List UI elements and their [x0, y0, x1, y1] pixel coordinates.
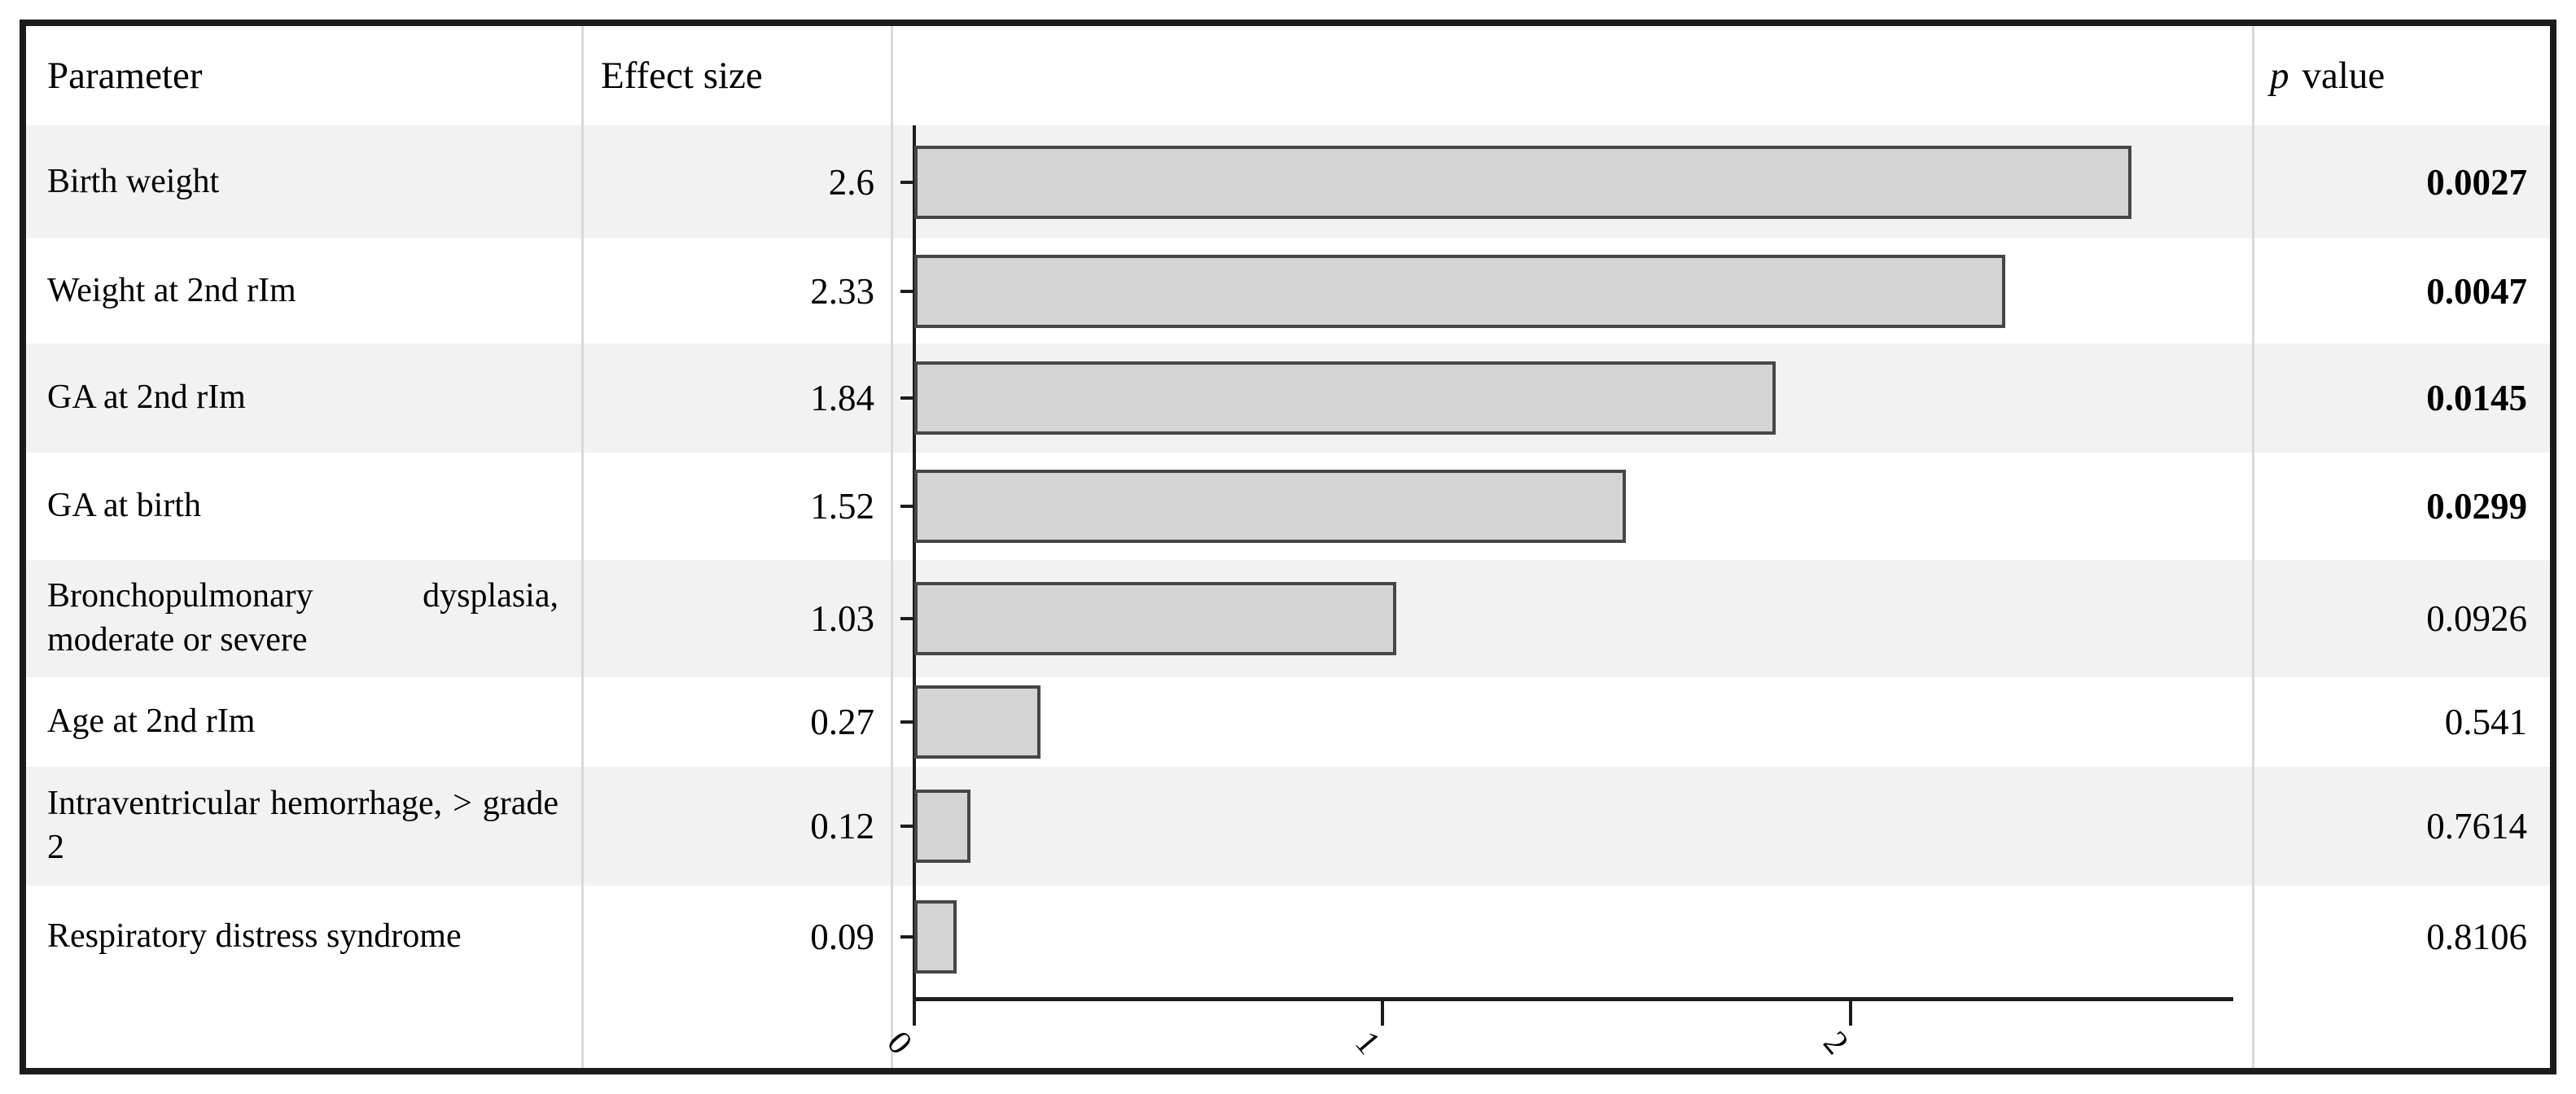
parameter-cell: GA at birth	[26, 453, 583, 560]
parameter-label: Respiratory distress syndrome	[47, 917, 462, 956]
bar	[914, 685, 1040, 759]
table-row: GA at birth 1.52 0.0299	[26, 453, 2550, 560]
table-header-row: Parameter Effect size p value	[26, 26, 2550, 125]
parameter-cell: Birth weight	[26, 125, 583, 238]
parameter-cell: Age at 2nd rIm	[26, 677, 583, 767]
p-value-cell: 0.8106	[2254, 886, 2550, 988]
effect-size-cell: 1.03	[583, 560, 892, 677]
header-p-value: p value	[2254, 26, 2550, 125]
y-axis-tick	[900, 935, 914, 939]
y-axis-tick	[900, 289, 914, 293]
effect-size-value: 1.52	[810, 486, 874, 527]
bar	[914, 254, 2005, 328]
y-axis-tick	[900, 180, 914, 184]
p-value-cell: 0.0047	[2254, 238, 2550, 344]
column-separator-3	[2252, 26, 2254, 1068]
bar	[914, 900, 957, 974]
p-value: 0.0027	[2426, 161, 2527, 203]
header-effect-size-label: Effect size	[601, 55, 763, 97]
header-effect-size: Effect size	[583, 26, 892, 125]
effect-size-cell: 2.33	[583, 238, 892, 344]
x-axis-tick-label: 2	[1816, 1024, 1855, 1062]
p-value: 0.0145	[2426, 378, 2527, 418]
parameter-cell: Bronchopulmonary dysplasia, moderate or …	[26, 560, 583, 677]
p-value-cell: 0.0299	[2254, 453, 2550, 560]
bar	[914, 145, 2131, 219]
effect-size-value: 1.84	[810, 378, 874, 418]
effect-size-cell: 1.84	[583, 344, 892, 453]
p-value: 0.8106	[2426, 917, 2527, 957]
table-row: Intraventricular hemorrhage, > grade 2 0.…	[26, 767, 2550, 886]
x-axis-line	[913, 997, 2233, 1001]
table-row: Weight at 2nd rIm 2.33 0.0047	[26, 238, 2550, 344]
p-value: 0.541	[2444, 702, 2527, 742]
parameter-label: GA at birth	[47, 487, 201, 525]
effect-size-value: 0.09	[810, 917, 874, 957]
column-separator-1	[581, 26, 584, 1068]
y-axis-tick	[900, 617, 914, 620]
header-parameter: Parameter	[26, 26, 583, 125]
y-axis-tick	[900, 720, 914, 724]
p-value-cell: 0.0145	[2254, 344, 2550, 453]
p-value: 0.0926	[2426, 598, 2527, 639]
p-value-cell: 0.0027	[2254, 125, 2550, 238]
table-row: Respiratory distress syndrome 0.09 0.8106	[26, 886, 2550, 988]
y-axis-tick	[900, 825, 914, 828]
p-value: 0.7614	[2426, 806, 2527, 847]
bar	[914, 790, 970, 863]
effect-size-cell: 2.6	[583, 125, 892, 238]
bar	[914, 470, 1626, 543]
p-value-cell: 0.541	[2254, 677, 2550, 767]
parameter-label: Weight at 2nd rIm	[47, 271, 296, 309]
effect-size-value: 0.27	[810, 702, 874, 742]
parameter-cell: Respiratory distress syndrome	[26, 886, 583, 988]
p-value: 0.0299	[2426, 486, 2527, 527]
effect-size-cell: 0.12	[583, 767, 892, 886]
effect-size-value: 2.6	[828, 161, 874, 203]
parameter-label: Bronchopulmonary dysplasia, moderate or …	[47, 577, 559, 659]
x-axis-tick	[913, 1001, 916, 1026]
bar	[914, 582, 1396, 655]
table-content: Parameter Effect size p value Birth weig…	[26, 26, 2550, 1068]
parameter-label: Intraventricular hemorrhage, > grade 2	[47, 785, 559, 866]
parameter-cell: GA at 2nd rIm	[26, 344, 583, 453]
p-value: 0.0047	[2426, 270, 2527, 312]
column-separator-2	[891, 26, 893, 1068]
effect-size-cell: 1.52	[583, 453, 892, 560]
effect-size-value: 2.33	[810, 270, 874, 312]
effect-size-cell: 0.09	[583, 886, 892, 988]
y-axis-line	[913, 125, 916, 1001]
x-axis-tick-label: 1	[1347, 1024, 1387, 1062]
effect-size-value: 1.03	[810, 598, 874, 639]
parameter-label: GA at 2nd rIm	[47, 379, 246, 417]
table-row: Age at 2nd rIm 0.27 0.541	[26, 677, 2550, 767]
p-value-cell: 0.0926	[2254, 560, 2550, 677]
y-axis-tick	[900, 396, 914, 400]
y-axis-tick	[900, 505, 914, 508]
table-frame: Parameter Effect size p value Birth weig…	[20, 20, 2556, 1074]
effect-size-cell: 0.27	[583, 677, 892, 767]
parameter-cell: Intraventricular hemorrhage, > grade 2	[26, 767, 583, 886]
parameter-label: Birth weight	[47, 162, 220, 200]
x-axis-tick	[1849, 1001, 1852, 1026]
parameter-cell: Weight at 2nd rIm	[26, 238, 583, 344]
p-value-cell: 0.7614	[2254, 767, 2550, 886]
effect-size-value: 0.12	[810, 806, 874, 847]
header-p-value-rest: value	[2302, 55, 2385, 97]
header-p-value-p: p	[2270, 55, 2289, 97]
header-parameter-label: Parameter	[47, 55, 203, 97]
parameter-label: Age at 2nd rIm	[47, 702, 256, 741]
bar	[914, 361, 1776, 435]
x-axis-tick	[1381, 1001, 1384, 1026]
